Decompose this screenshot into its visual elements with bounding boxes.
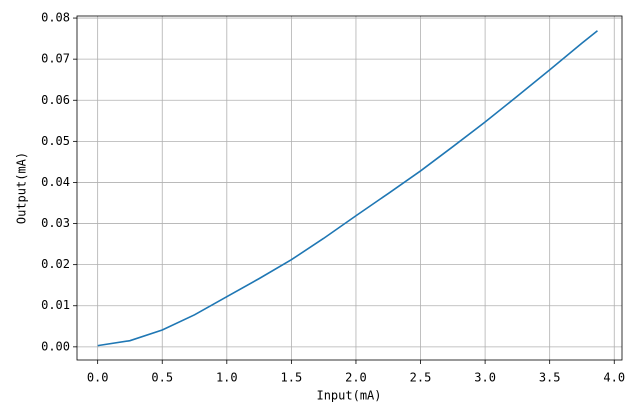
plot-frame bbox=[76, 15, 623, 361]
y-tick-label: 0.04 bbox=[41, 175, 70, 189]
x-tick-label: 2.5 bbox=[410, 371, 432, 385]
x-axis-label: Input(mA) bbox=[316, 389, 381, 403]
x-tick-label: 4.0 bbox=[603, 371, 625, 385]
data-line bbox=[97, 30, 598, 347]
y-tick-label: 0.06 bbox=[41, 93, 70, 107]
x-tick-label: 2.0 bbox=[345, 371, 367, 385]
y-axis-label: Output(mA) bbox=[15, 152, 29, 224]
x-tick-label: 0.5 bbox=[151, 371, 173, 385]
y-tick-label: 0.05 bbox=[41, 134, 70, 148]
y-tick-label: 0.02 bbox=[41, 257, 70, 271]
y-tick-label: 0.03 bbox=[41, 216, 70, 230]
y-tick-label: 0.01 bbox=[41, 298, 70, 312]
x-tick-label: 1.0 bbox=[216, 371, 238, 385]
x-tick-label: 3.5 bbox=[539, 371, 561, 385]
x-tick-label: 1.5 bbox=[281, 371, 303, 385]
x-tick-label: 3.0 bbox=[474, 371, 496, 385]
y-tick-label: 0.07 bbox=[41, 52, 70, 66]
y-tick-label: 0.00 bbox=[41, 339, 70, 353]
x-tick-label: 0.0 bbox=[87, 371, 109, 385]
y-tick-label: 0.08 bbox=[41, 11, 70, 25]
